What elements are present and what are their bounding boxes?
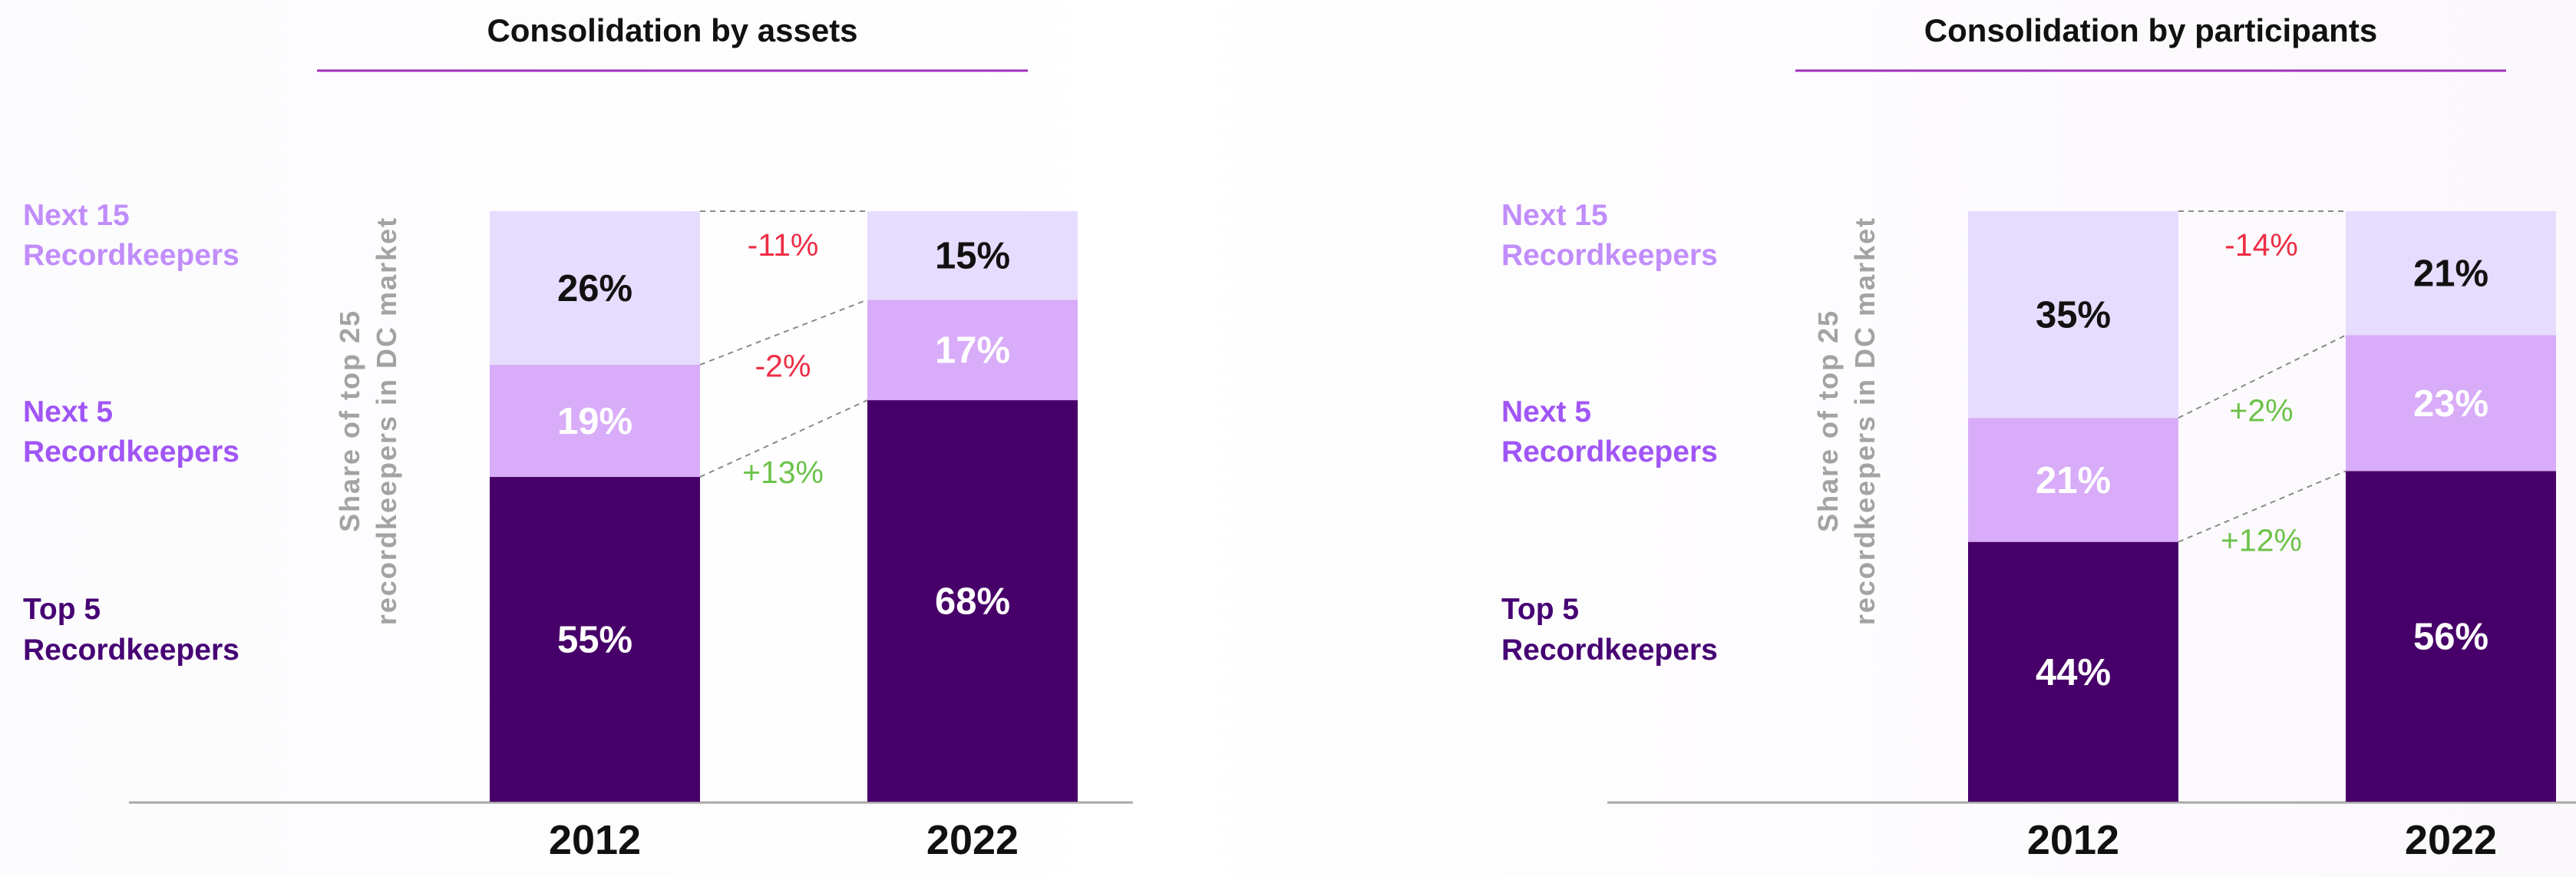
legend-entry-1: Top 5 Recordkeepers <box>23 593 239 667</box>
change-label: +12% <box>2221 523 2302 558</box>
change-label: +2% <box>2229 392 2293 428</box>
change-label: -11% <box>748 227 819 263</box>
chart-title: Consolidation by participants <box>1924 12 2377 48</box>
chart-2: Consolidation by participants Share of to… <box>1501 12 2576 863</box>
bar-segment-2-2022 <box>2346 335 2556 472</box>
chart-title: Consolidation by assets <box>487 12 857 48</box>
y-axis-label-line: Share of top 25 <box>334 309 365 532</box>
legend-line: Next 15 <box>1501 199 1608 232</box>
legend-line: Next 5 <box>23 395 113 429</box>
legend-line: Next 5 <box>1501 395 1591 429</box>
legend-line: Next 15 <box>23 199 130 232</box>
bar-segment-3-2012 <box>490 211 700 365</box>
bar-segment-2-2022 <box>867 300 1078 401</box>
change-label: -2% <box>755 349 811 384</box>
y-axis-label-line: recordkeepers in DC market <box>1849 217 1881 625</box>
change-label: +13% <box>742 455 824 490</box>
data-label: 26% <box>557 268 632 309</box>
legend-line: Recordkeepers <box>1501 435 1718 468</box>
legend-entry-3: Next 15 Recordkeepers <box>1501 199 1718 272</box>
change-label: -14% <box>2224 227 2298 263</box>
bar-segment-3-2022 <box>867 211 1078 300</box>
y-axis-label: Share of top 25 recordkeepers in DC marke… <box>334 217 402 625</box>
data-label: 68% <box>935 581 1010 623</box>
chart-1: Consolidation by assets Share of top 25 re… <box>23 12 1133 863</box>
data-label: 21% <box>2036 460 2111 501</box>
data-label: 21% <box>2413 253 2488 295</box>
x-tick-label: 2012 <box>2027 817 2119 863</box>
y-axis-label-line: Share of top 25 <box>1812 309 1844 532</box>
y-axis-label: Share of top 25 recordkeepers in DC marke… <box>1812 217 1881 625</box>
legend-entry-2: Next 5 Recordkeepers <box>23 395 239 468</box>
legend-entry-3: Next 15 Recordkeepers <box>23 199 239 272</box>
connector-line-1 <box>699 399 868 478</box>
connector-line-1 <box>2178 470 2346 543</box>
bar-segment-1-2012 <box>1968 541 2178 802</box>
legend-line: Recordkeepers <box>23 634 239 667</box>
connector-line-2 <box>2178 334 2346 419</box>
legend-line: Recordkeepers <box>23 435 239 468</box>
data-label: 56% <box>2413 617 2488 658</box>
data-label: 23% <box>2413 383 2488 425</box>
data-label: 44% <box>2036 652 2111 693</box>
legend-entry-2: Next 5 Recordkeepers <box>1501 395 1718 468</box>
y-axis-label-line: recordkeepers in DC market <box>371 217 402 625</box>
data-label: 17% <box>935 330 1010 372</box>
bar-segment-1-2012 <box>490 477 700 802</box>
data-label: 19% <box>557 401 632 442</box>
legend-line: Recordkeepers <box>1501 634 1718 667</box>
bar-segment-3-2012 <box>1968 211 2178 419</box>
bar-segment-2-2012 <box>1968 418 2178 542</box>
legend-line: Top 5 <box>23 593 101 626</box>
bar-segment-1-2022 <box>867 400 1078 802</box>
data-label: 35% <box>2036 295 2111 336</box>
data-label: 15% <box>935 236 1010 277</box>
bar-segment-1-2022 <box>2346 471 2556 802</box>
legend-line: Recordkeepers <box>23 239 239 272</box>
x-tick-label: 2022 <box>2405 817 2497 863</box>
x-tick-label: 2022 <box>926 817 1019 863</box>
data-label: 55% <box>557 620 632 661</box>
x-tick-label: 2012 <box>549 817 641 863</box>
legend-line: Recordkeepers <box>1501 239 1718 272</box>
legend-entry-1: Top 5 Recordkeepers <box>1501 593 1718 667</box>
bar-segment-2-2012 <box>490 364 700 478</box>
legend-line: Top 5 <box>1501 593 1579 626</box>
bar-segment-3-2022 <box>2346 211 2556 336</box>
